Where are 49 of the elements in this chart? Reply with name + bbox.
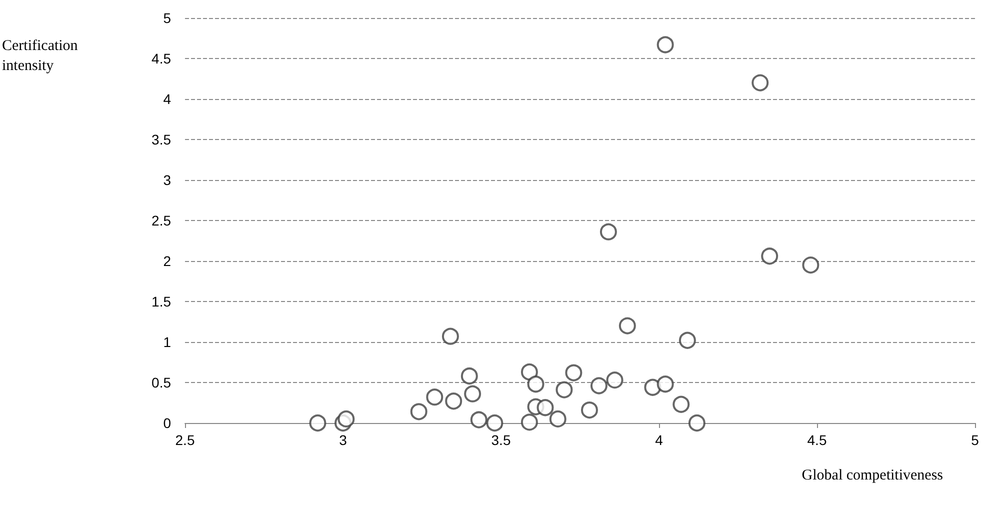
- point: [464, 385, 482, 402]
- x-tick-label: 3: [339, 432, 348, 448]
- point: [590, 377, 608, 394]
- point: [565, 364, 582, 382]
- y-tick-label: 1: [163, 334, 172, 350]
- point: [802, 256, 820, 274]
- y-tick-label: 3: [163, 172, 172, 188]
- point: [752, 74, 769, 92]
- point: [520, 363, 538, 380]
- point: [656, 376, 674, 393]
- y-tick-label: 3.5: [152, 132, 172, 148]
- point: [556, 381, 573, 398]
- y-tick-label: 2.5: [152, 212, 172, 228]
- y-tick-label: 4.5: [152, 50, 172, 66]
- point: [410, 403, 428, 420]
- x-tick-label: 4: [655, 432, 664, 448]
- point: [338, 410, 355, 428]
- point: [426, 388, 444, 406]
- x-tick-label: 4.5: [807, 432, 827, 448]
- point: [761, 248, 778, 265]
- point: [536, 399, 554, 416]
- y-tick-label: 5: [163, 10, 172, 26]
- point: [618, 317, 636, 334]
- point: [470, 411, 488, 428]
- y-tick-label: 0: [163, 415, 172, 431]
- x-axis-title: Global competitiveness: [802, 468, 944, 484]
- point: [600, 223, 617, 240]
- point: [580, 402, 598, 419]
- point: [527, 376, 544, 393]
- x-tick-label: 5: [971, 432, 980, 448]
- y-tick-label: 0.5: [152, 374, 172, 390]
- point: [688, 414, 706, 432]
- x-tick-label: 2.5: [175, 432, 195, 448]
- point: [445, 392, 462, 410]
- point: [442, 328, 459, 345]
- point: [549, 410, 566, 428]
- point: [606, 372, 624, 389]
- y-tick-label: 4: [163, 91, 172, 107]
- y-axis-title: Certification intensity: [2, 38, 82, 74]
- y-tick-label: 2: [163, 253, 172, 269]
- point: [672, 396, 690, 413]
- point: [309, 414, 326, 432]
- point: [678, 332, 696, 349]
- point: [486, 414, 504, 432]
- point: [520, 414, 538, 431]
- point: [460, 368, 478, 385]
- point: [656, 36, 674, 54]
- x-tick-label: 3.5: [491, 432, 511, 448]
- y-tick-label: 1.5: [152, 294, 172, 310]
